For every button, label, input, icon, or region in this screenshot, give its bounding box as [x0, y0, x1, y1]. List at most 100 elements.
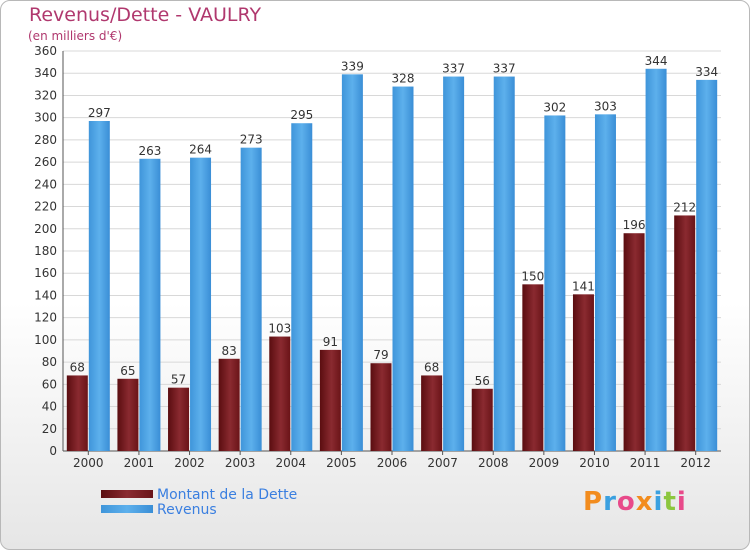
data-label: 297: [88, 106, 111, 120]
y-tick-label: 260: [34, 155, 57, 169]
y-tick-label: 20: [42, 422, 57, 436]
data-label: 68: [70, 360, 85, 374]
data-label: 334: [695, 65, 718, 79]
y-tick-label: 300: [34, 111, 57, 125]
data-label: 264: [189, 143, 212, 157]
y-tick-label: 280: [34, 133, 57, 147]
logo-letter: t: [663, 487, 677, 517]
y-tick-label: 60: [42, 377, 57, 391]
bar-dette: [370, 363, 392, 451]
y-tick-label: 120: [34, 311, 57, 325]
data-label: 303: [594, 99, 617, 113]
bar-dette: [117, 378, 139, 451]
y-tick-label: 40: [42, 400, 57, 414]
data-label: 91: [323, 335, 338, 349]
y-tick-label: 360: [34, 44, 57, 58]
chart-subtitle: (en milliers d'€): [28, 29, 123, 43]
bar-revenus: [594, 114, 616, 451]
x-tick-label: 2012: [680, 456, 711, 470]
y-tick-label: 340: [34, 66, 57, 80]
data-label: 65: [120, 364, 135, 378]
data-label: 302: [543, 100, 566, 114]
y-tick-label: 180: [34, 244, 57, 258]
data-label: 263: [138, 144, 161, 158]
logo-letter: o: [616, 487, 636, 517]
bar-dette: [269, 336, 291, 451]
logo-letter: r: [603, 487, 617, 517]
proxiti-logo: Proxiti: [583, 487, 687, 517]
x-tick-label: 2005: [326, 456, 357, 470]
bar-dette: [66, 375, 88, 451]
data-label: 150: [521, 269, 544, 283]
bar-dette: [522, 284, 544, 451]
bar-revenus: [139, 158, 161, 451]
bar-dette: [168, 387, 190, 451]
x-tick-label: 2010: [579, 456, 610, 470]
legend-label-dette: Montant de la Dette: [157, 487, 298, 503]
y-tick-label: 160: [34, 266, 57, 280]
legend-label-revenus: Revenus: [157, 502, 217, 518]
bar-revenus: [88, 121, 110, 451]
bar-revenus: [341, 74, 363, 451]
data-label: 141: [572, 279, 595, 293]
legend-swatch-revenus: [101, 505, 153, 513]
logo-letter: x: [635, 487, 654, 517]
y-tick-label: 240: [34, 177, 57, 191]
data-label: 79: [373, 348, 388, 362]
data-label: 68: [424, 360, 439, 374]
bar-dette: [319, 349, 341, 451]
bar-dette: [623, 233, 645, 451]
bar-dette: [218, 358, 240, 451]
data-label: 103: [268, 322, 291, 336]
x-tick-label: 2011: [630, 456, 661, 470]
y-tick-label: 200: [34, 222, 57, 236]
data-label: 344: [645, 54, 668, 68]
x-tick-label: 2003: [225, 456, 256, 470]
data-label: 339: [341, 59, 364, 73]
data-label: 83: [222, 344, 237, 358]
x-tick-label: 2009: [529, 456, 560, 470]
data-label: 196: [623, 218, 646, 232]
data-label: 328: [392, 72, 415, 86]
y-tick-label: 80: [42, 355, 57, 369]
data-label: 212: [673, 200, 696, 214]
chart-title: Revenus/Dette - VAULRY: [29, 4, 262, 26]
logo-letter: i: [653, 487, 664, 517]
bar-revenus: [645, 68, 667, 452]
data-label: 273: [240, 133, 263, 147]
data-label: 337: [442, 62, 465, 76]
bar-revenus: [443, 76, 465, 452]
x-tick-label: 2004: [275, 456, 306, 470]
bar-revenus: [544, 115, 566, 451]
y-tick-label: 100: [34, 333, 57, 347]
bar-dette: [421, 375, 443, 451]
data-label: 295: [290, 108, 313, 122]
x-tick-label: 2001: [124, 456, 155, 470]
x-tick-label: 2000: [73, 456, 104, 470]
bar-revenus: [190, 157, 212, 451]
logo-letter: P: [583, 487, 604, 517]
y-tick-label: 140: [34, 288, 57, 302]
data-label: 337: [493, 62, 516, 76]
x-tick-label: 2008: [478, 456, 509, 470]
y-tick-label: 220: [34, 200, 57, 214]
x-tick-label: 2002: [174, 456, 205, 470]
data-label: 57: [171, 373, 186, 387]
data-label: 56: [475, 374, 490, 388]
bar-dette: [572, 294, 594, 451]
y-tick-label: 320: [34, 88, 57, 102]
bar-dette: [674, 215, 696, 451]
legend-swatch-dette: [101, 490, 153, 498]
x-tick-label: 2007: [427, 456, 458, 470]
bar-revenus: [493, 76, 515, 452]
bar-dette: [471, 388, 493, 451]
logo-letter: i: [676, 487, 687, 517]
y-tick-label: 0: [49, 444, 57, 458]
x-tick-label: 2006: [377, 456, 408, 470]
bar-revenus: [696, 79, 718, 451]
bar-revenus: [291, 123, 313, 451]
bar-revenus: [392, 86, 414, 452]
bar-revenus: [240, 147, 262, 451]
